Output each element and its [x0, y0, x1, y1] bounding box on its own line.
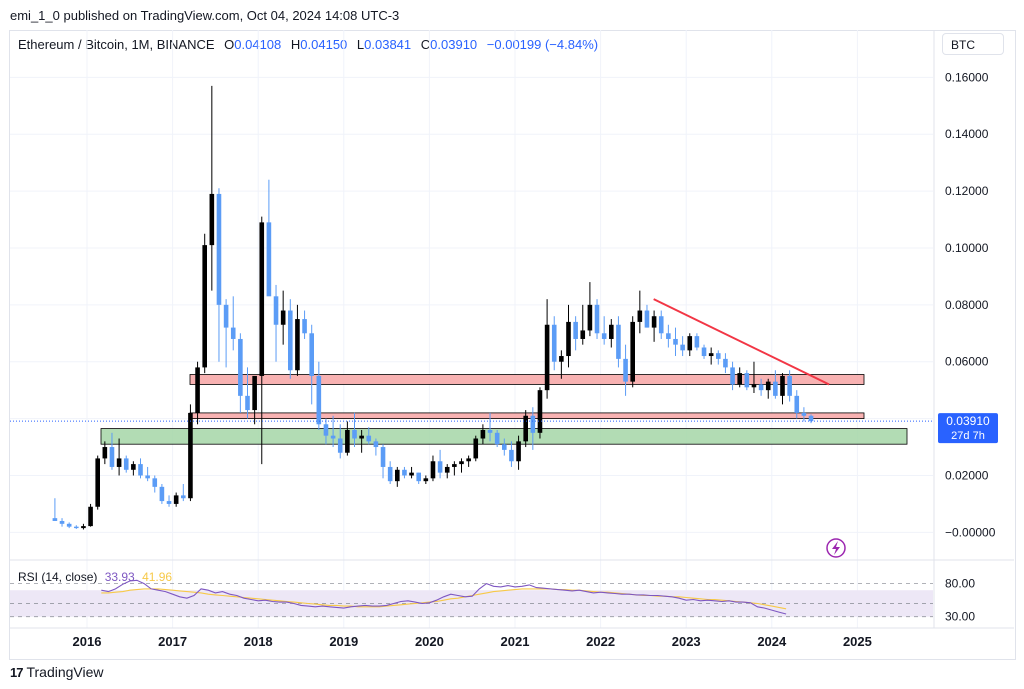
close-label: C	[420, 37, 431, 52]
change-value: −0.00199 (−4.84%)	[486, 37, 599, 52]
rsi-ma-value: 41.96	[142, 570, 173, 584]
tradingview-wordmark: TradingView	[26, 664, 104, 680]
high-label: H	[290, 37, 301, 52]
rsi-legend: RSI (14, close) 33.93 41.96	[18, 570, 172, 584]
tradingview-mark-icon: 17	[10, 664, 24, 680]
open-label: O	[224, 37, 235, 52]
rsi-value: 33.93	[104, 570, 135, 584]
tradingview-logo[interactable]: 17 TradingView	[10, 664, 104, 680]
low-label: L	[356, 37, 365, 52]
high-value: 0.04150	[300, 37, 348, 52]
close-value: 0.03910	[430, 37, 478, 52]
chart-frame	[9, 30, 1016, 660]
publish-attribution: emi_1_0 published on TradingView.com, Oc…	[10, 8, 400, 23]
open-value: 0.04108	[234, 37, 282, 52]
rsi-title: RSI (14, close)	[18, 570, 98, 584]
ohlc-legend: Ethereum / Bitcoin, 1M, BINANCE O0.04108…	[18, 37, 598, 52]
symbol-title[interactable]: Ethereum / Bitcoin, 1M, BINANCE	[18, 37, 215, 52]
currency-button[interactable]: BTC	[942, 33, 1004, 55]
low-value: 0.03841	[364, 37, 412, 52]
